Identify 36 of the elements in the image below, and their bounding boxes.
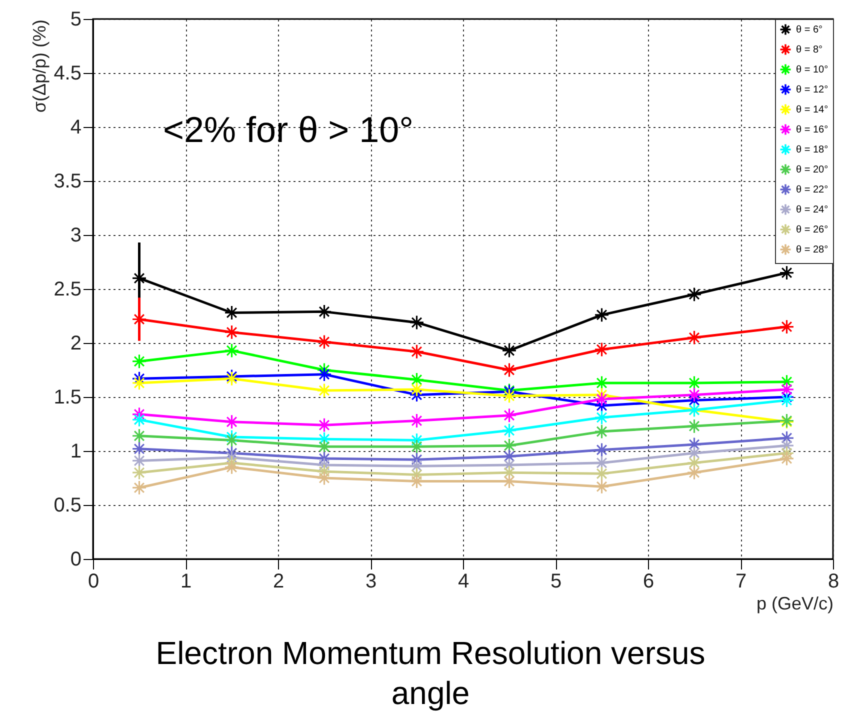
legend-label: θ = 6° — [796, 24, 823, 36]
legend-label: θ = 22° — [796, 184, 828, 196]
y-tick-label: 4 — [70, 116, 82, 138]
x-tick-label: 6 — [642, 570, 654, 592]
y-tick-label: 4.5 — [54, 62, 82, 84]
x-tick-label: 8 — [828, 570, 840, 592]
x-tick-label: 0 — [88, 570, 100, 592]
x-tick-label: 3 — [365, 570, 377, 592]
annotation: <2% for θ > 10° — [163, 109, 414, 150]
y-tick-label: 3.5 — [54, 170, 82, 192]
legend-label: θ = 24° — [796, 204, 828, 216]
x-tick-label: 7 — [735, 570, 747, 592]
legend-label: θ = 26° — [796, 224, 828, 236]
y-tick-label: 2 — [70, 332, 82, 354]
y-tick-label: 2.5 — [54, 278, 82, 300]
legend-label: θ = 14° — [796, 104, 828, 116]
legend-label: θ = 10° — [796, 64, 828, 76]
y-axis-title: σ(Δp/p) (%) — [30, 20, 50, 113]
legend-label: θ = 12° — [796, 84, 828, 96]
text: Electron Momentum Resolution versus angle — [154, 634, 706, 713]
x-tick-label: 2 — [272, 570, 284, 592]
x-tick-label: 4 — [458, 570, 470, 592]
x-tick-label: 1 — [180, 570, 192, 592]
x-tick-label: 5 — [550, 570, 562, 592]
y-tick-label: 0.5 — [54, 494, 82, 516]
y-tick-label: 1.5 — [54, 386, 82, 408]
legend-label: θ = 20° — [796, 164, 828, 176]
x-axis-title: p (GeV/c) — [756, 594, 834, 614]
legend-label: θ = 16° — [796, 124, 828, 136]
y-tick-label: 0 — [70, 548, 82, 570]
y-tick-label: 3 — [70, 224, 82, 246]
y-tick-label: 5 — [70, 8, 82, 30]
y-tick-label: 1 — [70, 440, 82, 462]
legend-label: θ = 18° — [796, 144, 828, 156]
legend-label: θ = 8° — [796, 44, 823, 56]
legend-label: θ = 28° — [796, 244, 828, 256]
